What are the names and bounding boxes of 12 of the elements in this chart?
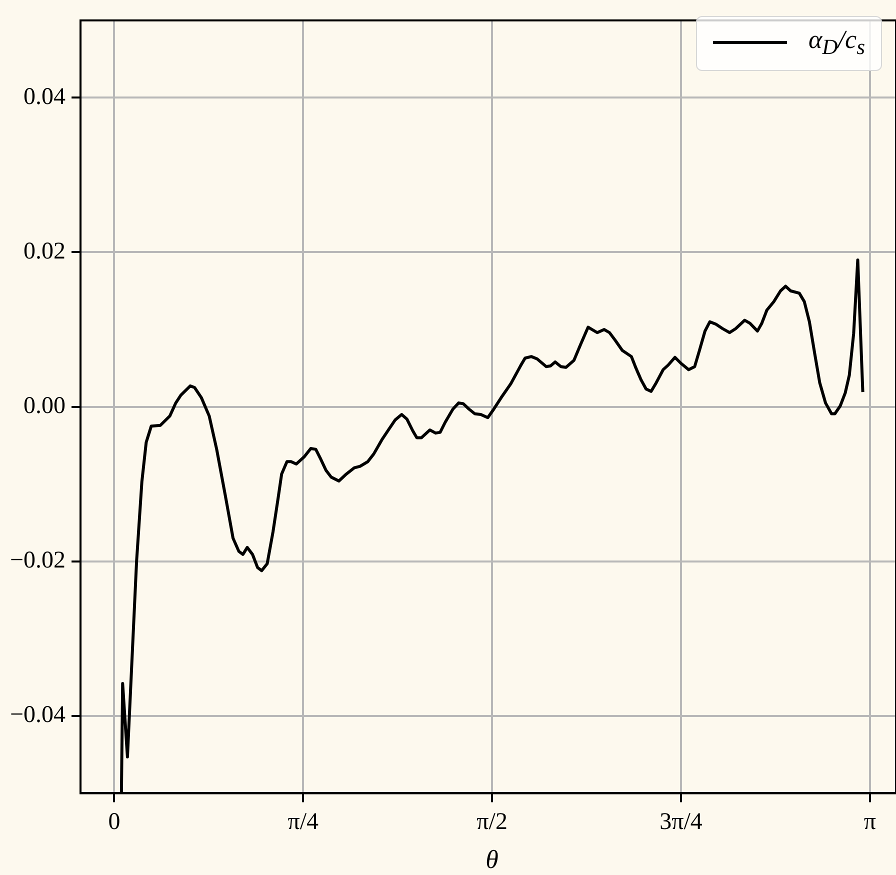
x-axis-title: θ (486, 844, 499, 874)
y-tick-label: 0.02 (24, 238, 66, 265)
y-tick-label: 0.00 (24, 393, 66, 420)
x-tick-label: π (864, 808, 876, 835)
x-tick-label: 0 (108, 808, 120, 835)
x-tick-label: π/2 (476, 808, 508, 835)
x-tick-label: 3π/4 (660, 808, 702, 835)
y-tick-label: −0.02 (10, 548, 66, 574)
legend-label: α$_{D}$/c$_{s}$ (808, 25, 865, 60)
x-tick-label: π/4 (288, 808, 319, 835)
y-tick-label: 0.04 (24, 84, 66, 110)
y-tick-label: −0.04 (10, 702, 66, 728)
